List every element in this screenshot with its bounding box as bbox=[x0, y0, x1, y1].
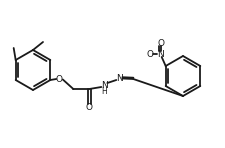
Text: N: N bbox=[101, 81, 108, 90]
Text: O: O bbox=[86, 103, 93, 111]
Text: N: N bbox=[157, 49, 164, 58]
Text: O: O bbox=[157, 38, 164, 48]
Text: H: H bbox=[101, 86, 107, 95]
Text: N: N bbox=[116, 74, 123, 82]
Text: O: O bbox=[56, 74, 63, 83]
Text: O: O bbox=[146, 49, 153, 58]
